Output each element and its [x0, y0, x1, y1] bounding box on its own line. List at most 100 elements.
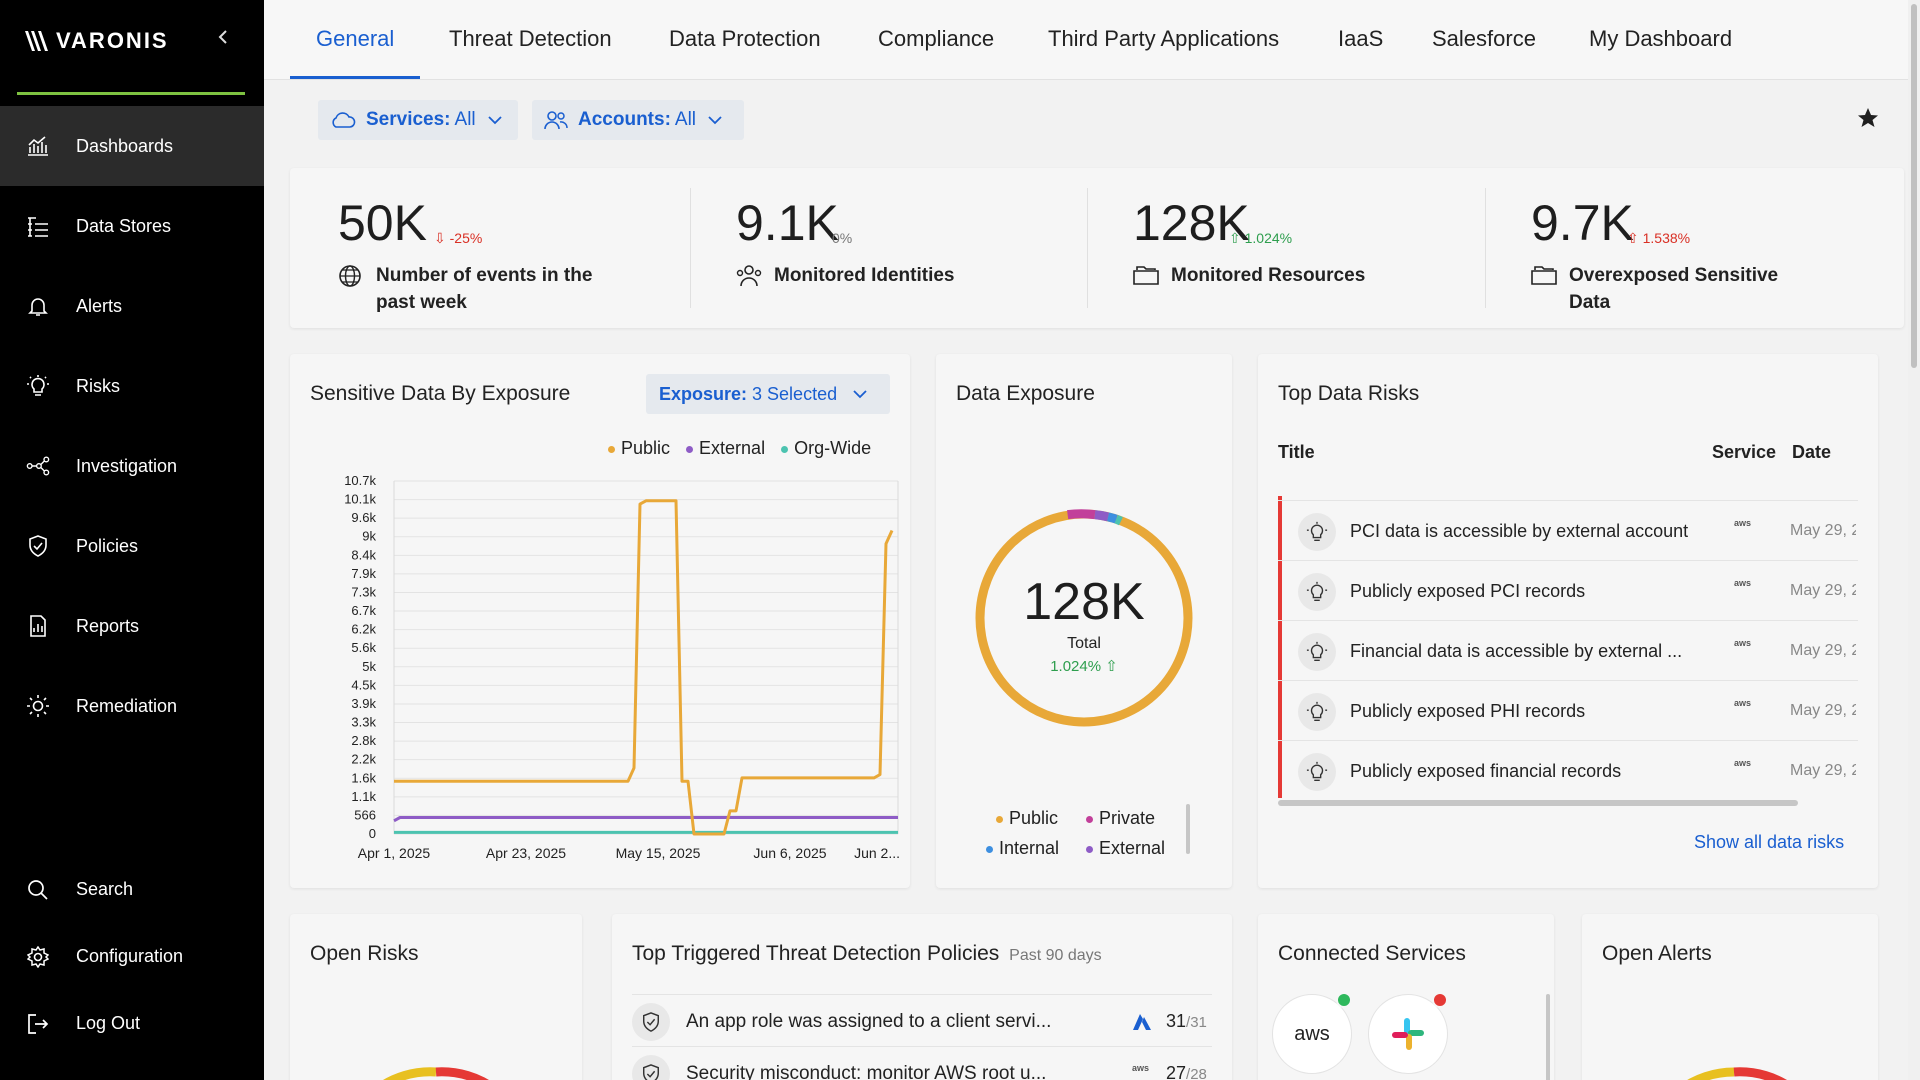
y-tick-label: 0	[369, 826, 376, 841]
legend-label: Private	[1099, 808, 1156, 828]
y-tick-label: 6.2k	[351, 622, 376, 637]
tab-data-protection[interactable]: Data Protection	[669, 26, 821, 51]
sidebar-item-logout[interactable]: Log Out	[0, 990, 264, 1057]
legend-item-org-wide: Org-Wide	[781, 438, 871, 459]
card-title: Data Exposure	[956, 382, 1095, 405]
sensitive-data-card: Sensitive Data By Exposure Exposure: 3 S…	[290, 354, 910, 888]
sidebar-item-configuration[interactable]: Configuration	[0, 923, 264, 990]
kpi-overexposed[interactable]: 9.7K ⇧ 1.538% Overexposed Sensitive Data	[1485, 168, 1904, 328]
exposure-select[interactable]: Exposure: 3 Selected	[646, 374, 890, 414]
column-header-service[interactable]: Service	[1712, 442, 1777, 462]
kpi-value: 50K	[338, 195, 427, 251]
cloud-icon	[332, 112, 356, 128]
risk-row[interactable]: Financial data is accessible by external…	[1278, 620, 1858, 680]
sidebar-item-policies[interactable]: Policies	[0, 506, 264, 586]
x-tick-label: Apr 1, 2025	[358, 845, 431, 861]
sidebar-item-dashboards[interactable]: Dashboards	[0, 106, 264, 186]
main-content: General Threat Detection Data Protection…	[264, 0, 1920, 1080]
gauge-segment-high	[435, 1067, 489, 1080]
service-aws[interactable]: aws	[1272, 994, 1352, 1074]
sidebar-item-risks[interactable]: Risks	[0, 346, 264, 426]
shield-check-icon	[632, 1055, 670, 1080]
series-line-external[interactable]	[393, 816, 898, 823]
dashboard-icon	[26, 134, 50, 158]
x-tick-label: May 15, 2025	[616, 845, 701, 861]
kpi-delta: ⇩ -25%	[434, 230, 483, 246]
page-scrollbar[interactable]	[1908, 0, 1920, 1080]
tab-my-dashboard[interactable]: My Dashboard	[1589, 26, 1733, 51]
logo-underline	[17, 92, 245, 95]
chevron-down-icon	[708, 115, 722, 124]
data-stores-icon	[26, 214, 50, 238]
sidebar: VARONIS Dashboards Data Stores Alerts	[0, 0, 264, 1080]
sidebar-item-reports[interactable]: Reports	[0, 586, 264, 666]
aws-icon: aws	[1734, 758, 1752, 768]
gear-icon	[26, 945, 50, 969]
show-all-data-risks-link[interactable]: Show all data risks	[1694, 832, 1845, 852]
logout-icon	[26, 1012, 50, 1036]
sidebar-item-investigation[interactable]: Investigation	[0, 426, 264, 506]
legend-label: External	[1099, 838, 1166, 858]
legend-scrollbar[interactable]	[1186, 804, 1190, 854]
sidebar-item-label: Log Out	[76, 1013, 141, 1033]
aws-icon: aws	[1734, 698, 1752, 708]
card-title: Open Risks	[310, 942, 419, 965]
services-scrollbar[interactable]	[1546, 994, 1550, 1080]
varonis-logo[interactable]: VARONIS	[24, 28, 169, 54]
kpi-value: 9.7K	[1531, 195, 1634, 251]
risk-row[interactable]: Publicly exposed financial records aws M…	[1278, 740, 1858, 800]
risk-row[interactable]: Publicly exposed PCI records aws May 29,…	[1278, 560, 1858, 620]
policy-row[interactable]: An app role was assigned to a client ser…	[632, 994, 1212, 1046]
services-filter-label: Services:	[366, 109, 451, 130]
policy-title: An app role was assigned to a client ser…	[686, 1011, 1052, 1032]
lightbulb-icon	[1298, 633, 1336, 671]
open-risks-card: Open Risks	[290, 914, 582, 1080]
bell-icon	[26, 294, 50, 318]
page-scrollbar-thumb[interactable]	[1911, 4, 1917, 368]
risk-title: Financial data is accessible by external…	[1350, 641, 1683, 661]
card-title: Top Data Risks	[1278, 382, 1420, 405]
card-title: Sensitive Data By Exposure	[310, 382, 571, 405]
search-icon	[26, 878, 50, 902]
y-tick-label: 7.9k	[351, 566, 376, 581]
sidebar-item-data-stores[interactable]: Data Stores	[0, 186, 264, 266]
open-alerts-gauge	[1687, 1067, 1787, 1080]
tab-general[interactable]: General	[290, 0, 421, 79]
column-header-date[interactable]: Date	[1792, 442, 1832, 462]
sun-icon	[26, 694, 50, 718]
series-line-public[interactable]	[394, 499, 894, 836]
shield-check-icon	[26, 534, 50, 558]
star-icon	[1858, 108, 1878, 127]
tab-third-party-applications[interactable]: Third Party Applications	[1048, 26, 1280, 51]
collapse-sidebar-button[interactable]	[216, 28, 230, 50]
risk-date: May 29, 2	[1790, 522, 1856, 539]
sidebar-item-search[interactable]: Search	[0, 856, 264, 923]
chevron-down-icon	[853, 389, 867, 398]
column-header-title[interactable]: Title	[1278, 442, 1315, 462]
donut-segment-internal	[1107, 512, 1118, 524]
tab-iaas[interactable]: IaaS	[1338, 26, 1384, 51]
risk-row[interactable]: PCI data is accessible by external accou…	[1278, 500, 1858, 560]
horizontal-scrollbar[interactable]	[1278, 800, 1798, 806]
kpi-events[interactable]: 50K ⇩ -25% Number of events in the past …	[290, 168, 690, 328]
services-filter[interactable]: Services: All	[318, 100, 518, 140]
sidebar-item-label: Dashboards	[76, 135, 174, 156]
tab-threat-detection[interactable]: Threat Detection	[449, 26, 612, 51]
policy-row[interactable]: Security misconduct: monitor AWS root u.…	[632, 1046, 1212, 1080]
accounts-filter[interactable]: Accounts: All	[532, 100, 744, 140]
sidebar-item-remediation[interactable]: Remediation	[0, 666, 264, 746]
tab-salesforce[interactable]: Salesforce	[1432, 26, 1536, 51]
risk-row[interactable]: Publicly exposed PHI records aws May 29,…	[1278, 680, 1858, 740]
users-icon	[736, 264, 762, 288]
legend-item-internal: Internal	[986, 838, 1059, 859]
kpi-resources[interactable]: 128K ⇧ 1.024% Monitored Resources	[1087, 168, 1485, 328]
service-slack[interactable]	[1368, 994, 1448, 1074]
tab-compliance[interactable]: Compliance	[878, 26, 995, 51]
folder-icon	[1133, 264, 1159, 288]
kpi-identities[interactable]: 9.1K 0% Monitored Identities	[690, 168, 1087, 328]
donut-total-label: Total	[1067, 635, 1101, 652]
lightbulb-icon	[26, 374, 50, 398]
kpi-summary: 50K ⇩ -25% Number of events in the past …	[290, 168, 1904, 328]
sidebar-item-alerts[interactable]: Alerts	[0, 266, 264, 346]
favorite-star-button[interactable]	[1856, 106, 1882, 132]
